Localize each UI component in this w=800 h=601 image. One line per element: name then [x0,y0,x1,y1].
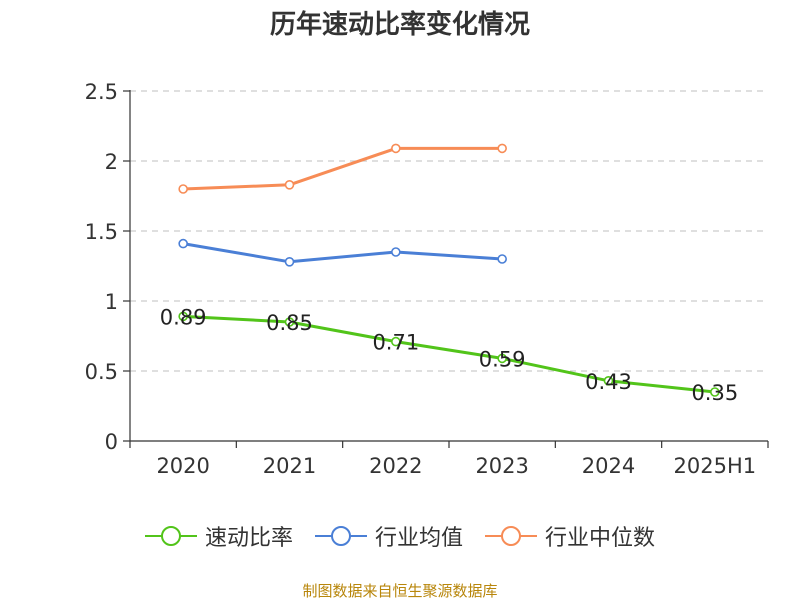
data-point[interactable] [178,184,188,194]
series-line-0 [183,314,715,394]
legend-label-quick-ratio: 速动比率 [204,526,293,551]
x-tick-label: 2021 [263,454,316,478]
data-point[interactable] [391,247,401,257]
legend-item-industry-mean[interactable]: 行业均值 [314,520,463,552]
y-tick-label: 1 [105,290,118,314]
data-point[interactable] [497,143,507,154]
y-tick-label: 1.5 [85,220,118,244]
data-label: 0.59 [479,347,526,371]
grid-lines [130,90,768,372]
data-point[interactable] [284,317,295,327]
y-tick-label: 2 [105,150,118,174]
data-point[interactable] [497,353,507,364]
legend-item-industry-median[interactable]: 行业中位数 [485,520,655,552]
chart-title: 历年速动比率变化情况 [269,10,530,40]
y-tick-label: 2.5 [85,80,118,104]
legend-swatch-industry-mean [314,526,367,546]
legend-item-quick-ratio[interactable]: 速动比率 [144,520,293,552]
x-tick-label: 2023 [475,454,528,478]
series-line-2 [183,146,503,191]
legend-swatch-quick-ratio [144,526,197,546]
data-point[interactable] [391,143,401,154]
data-label: 0.35 [691,381,738,405]
data-point[interactable] [284,256,295,267]
legend: 速动比率 行业均值 行业中位数 [0,520,800,552]
legend-label-industry-mean: 行业均值 [374,526,463,551]
data-point[interactable] [178,238,188,249]
series-line-1 [182,242,503,264]
y-tick-label: 0 [105,430,118,454]
x-tick-label: 2022 [369,454,422,478]
legend-label-industry-median: 行业中位数 [545,526,656,551]
axes: 0 0.5 1 1.5 2 2.5 2020 2021 2022 2023 2024 2025H1 [85,80,769,478]
x-tick-label: 2020 [156,454,209,478]
data-point[interactable] [710,387,720,397]
data-source-note: 制图数据来自恒生聚源数据库 [302,582,498,600]
legend-swatch-industry-median [485,526,537,546]
x-tick-label: 2025H1 [674,454,757,478]
data-label: 0.85 [266,311,313,335]
data-point[interactable] [178,311,188,322]
series-lines [178,143,720,397]
data-label: 0.71 [372,331,419,355]
data-point[interactable] [391,336,401,347]
data-point[interactable] [603,375,614,386]
data-point[interactable] [284,180,295,190]
data-point[interactable] [497,254,507,264]
y-tick-label: 0.5 [85,360,118,384]
x-tick-label: 2024 [582,454,635,478]
data-label: 0.89 [160,305,207,329]
data-labels: 0.89 0.85 0.71 0.59 0.43 0.35 [160,305,738,405]
data-label: 0.43 [585,370,632,394]
